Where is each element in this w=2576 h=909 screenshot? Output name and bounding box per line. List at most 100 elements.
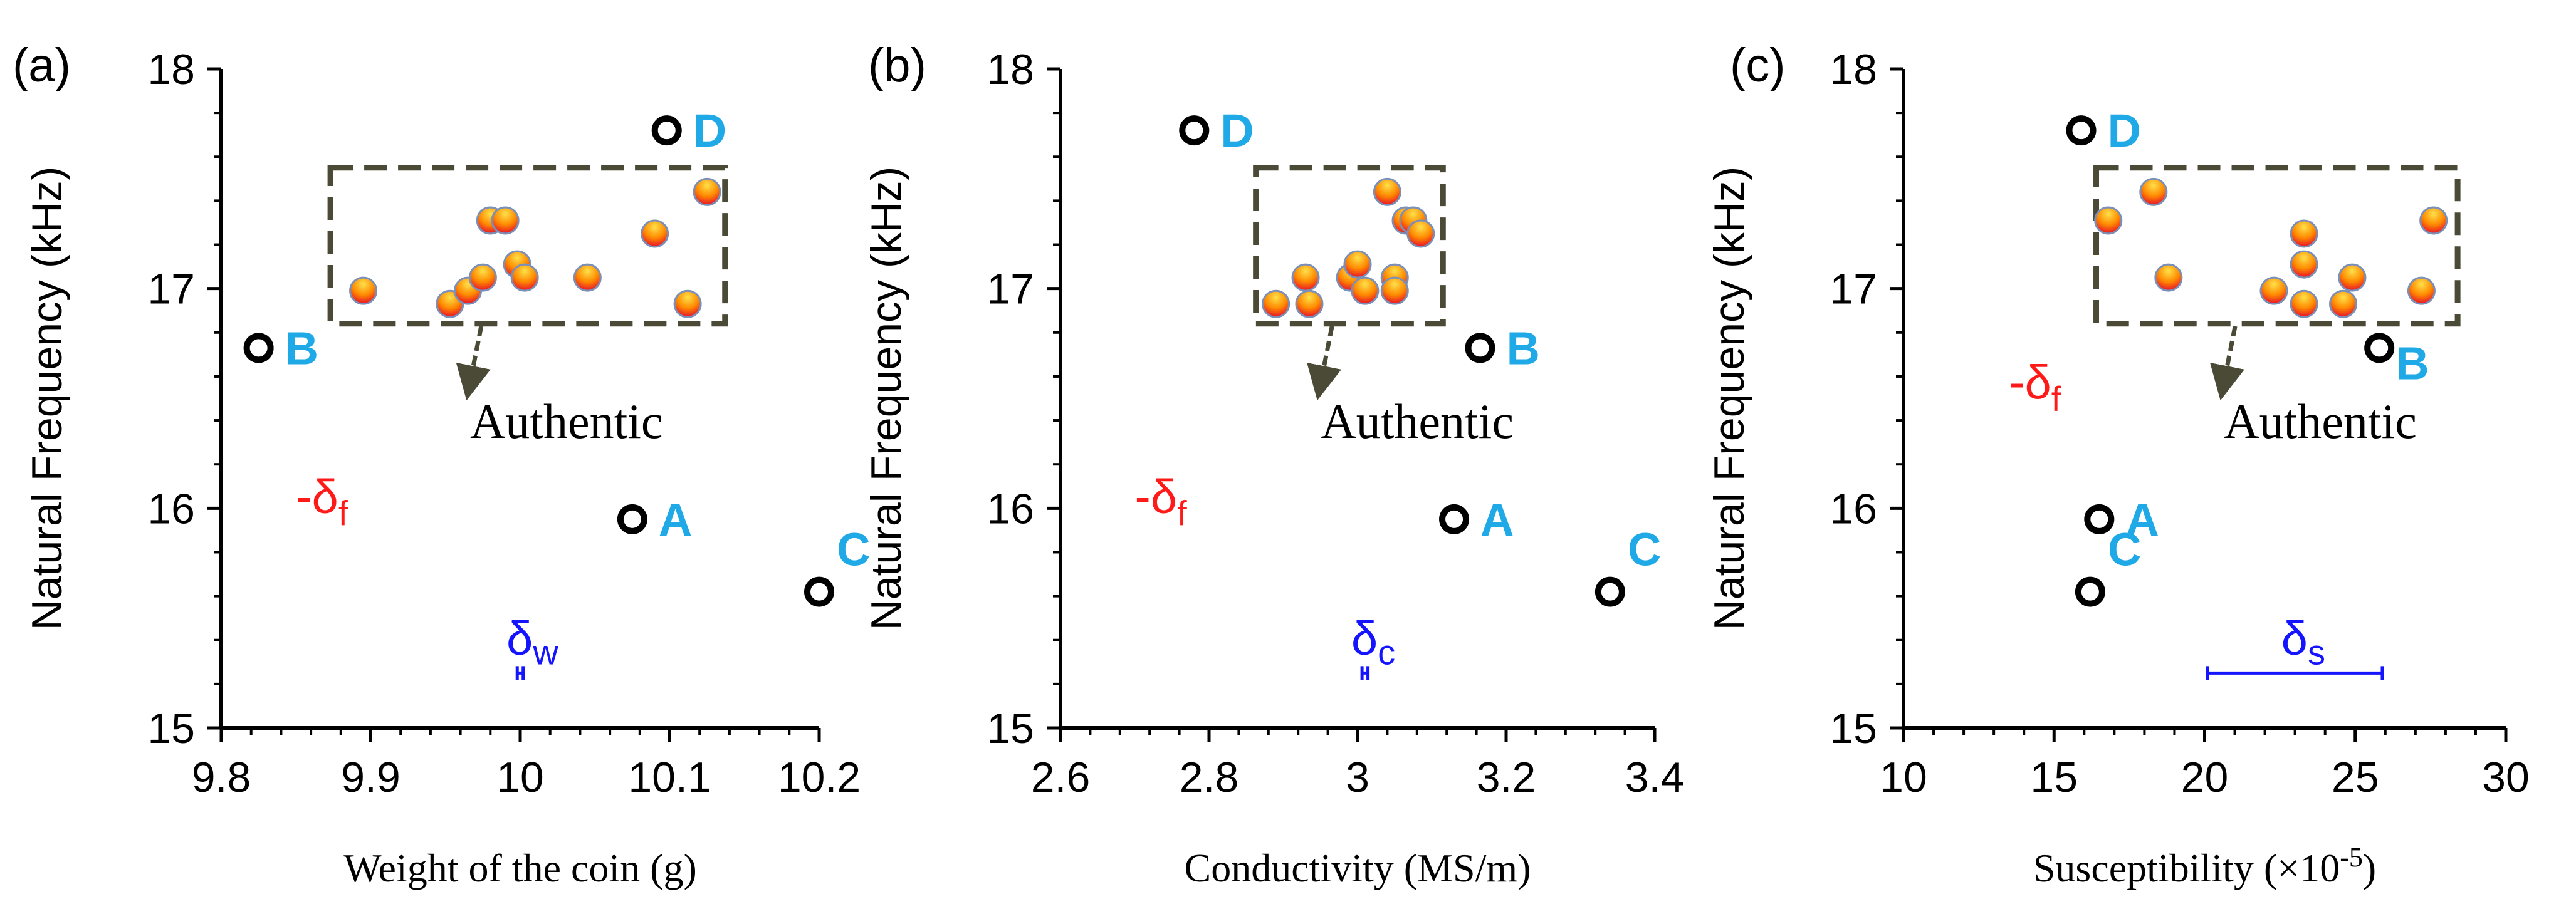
x-tick-label: 10 [1880,754,1927,801]
panel-label: (b) [868,39,926,92]
authentic-box [2093,165,2461,327]
counterfeit-label-b: B [2395,337,2429,389]
x-axis-title: Susceptibility (×10-5) [2033,842,2376,890]
counterfeit-point-c [804,576,834,607]
counterfeit-point-d [651,115,682,146]
counterfeit-label-d: D [2107,105,2140,157]
authentic-point [1291,263,1320,292]
authentic-point [2154,263,2183,292]
authentic-point [1295,289,1324,318]
x-tick-label: 20 [2181,754,2229,801]
x-tick-label: 10.1 [628,754,711,801]
panel-label: (a) [13,39,71,92]
counterfeit-point-a [1439,504,1470,534]
x-axis-title: Weight of the coin (g) [343,846,697,890]
authentic-arrow [2210,326,2244,401]
authentic-point [1373,177,1401,206]
authentic-point [2290,289,2318,318]
authentic-point [693,177,721,206]
delta-f-label: -δf [2009,356,2061,418]
x-tick-label: 10.2 [778,754,861,801]
authentic-point [2338,263,2367,292]
counterfeit-point-c [1594,576,1625,607]
panel-label: (c) [1730,39,1786,92]
counterfeit-label-d: D [1220,105,1254,157]
delta-f-label: -δf [296,470,348,532]
y-tick-label: 18 [147,46,195,93]
y-tick-label: 16 [147,485,195,532]
counterfeit-point-b [1465,333,1495,363]
counterfeit-point-a [2084,504,2115,534]
authentic-point [1351,276,1380,305]
delta-x-label: δs [2281,611,2325,672]
counterfeit-point-d [2066,115,2097,146]
counterfeit-label-a: A [2125,494,2159,546]
authentic-point [673,289,702,318]
authentic-point [2419,206,2448,235]
x-tick-label: 3 [1346,754,1369,801]
x-tick-label: 10 [496,754,544,801]
counterfeit-point-b [243,333,274,363]
y-tick-label: 15 [987,705,1034,752]
x-tick-label: 2.8 [1180,754,1239,801]
counterfeit-label-c: C [2108,524,2141,576]
authentic-point [2290,250,2318,279]
y-axis-title: Natural Frequency (kHz) [23,167,71,631]
x-tick-label: 30 [2482,754,2530,801]
authentic-point [2139,177,2168,206]
x-tick-label: 15 [2030,754,2078,801]
chart-panel-1: (a) 15 16 17 18 9.8 9.9 10 10.1 10.2 Weight of the… [13,39,870,890]
x-tick-label: 3.2 [1477,754,1536,801]
y-axis-title: Natural Frequency (kHz) [1705,167,1753,631]
y-tick-label: 15 [1830,705,1877,752]
authentic-point [1343,250,1372,279]
authentic-point [2259,276,2288,305]
x-axis-title: Conductivity (MS/m) [1185,846,1531,890]
x-tick-label: 9.8 [192,754,251,801]
y-tick-label: 17 [987,266,1034,313]
authentic-point [2290,219,2318,248]
x-tick-label: 25 [2332,754,2379,801]
chart-panel-2: (b) 15 16 17 18 2.6 2.8 3 3.2 3.4 Conductivity (MS… [862,39,1684,890]
authentic-point [349,276,378,305]
authentic-point [468,263,497,292]
y-tick-label: 17 [1830,266,1877,313]
counterfeit-point-b [2364,333,2395,363]
delta-x-label: δc [1351,611,1395,672]
y-tick-label: 16 [1830,485,1877,532]
authentic-point [2329,289,2358,318]
counterfeit-label-c: C [1628,524,1661,576]
authentic-label: Authentic [470,394,663,449]
authentic-point [1380,276,1409,305]
authentic-point [641,219,669,248]
y-tick-label: 18 [987,46,1034,93]
authentic-arrow [1307,326,1342,401]
delta-f-label: -δf [1135,470,1188,532]
y-axis-title: Natural Frequency (kHz) [862,167,910,631]
authentic-arrow [456,326,491,401]
counterfeit-label-b: B [285,322,318,374]
authentic-point [510,263,539,292]
counterfeit-point-a [617,504,647,534]
counterfeit-label-b: B [1507,322,1540,374]
counterfeit-label-a: A [1480,494,1514,546]
authentic-label: Authentic [2224,394,2417,449]
authentic-box [327,165,728,327]
authentic-point [2407,276,2436,305]
authentic-point [2094,206,2123,235]
delta-x-label: δw [506,611,558,672]
authentic-point [491,206,520,235]
y-tick-label: 15 [147,705,195,752]
counterfeit-point-d [1179,115,1210,146]
authentic-point [1406,219,1435,248]
x-tick-label: 3.4 [1625,754,1685,801]
y-tick-label: 17 [147,266,195,313]
authentic-point [1262,289,1291,318]
counterfeit-point-c [2075,576,2105,607]
authentic-label: Authentic [1321,394,1514,449]
authentic-point [573,263,602,292]
counterfeit-label-d: D [693,105,726,157]
counterfeit-label-c: C [837,524,870,576]
